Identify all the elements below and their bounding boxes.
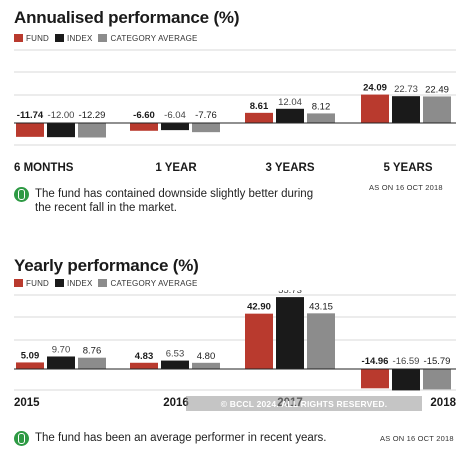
bar-fund bbox=[361, 94, 389, 123]
legend-category-swatch bbox=[98, 279, 108, 287]
legend-fund: FUND bbox=[14, 279, 49, 288]
legend-fund-swatch bbox=[14, 279, 23, 287]
data-label: -15.79 bbox=[424, 356, 451, 367]
bar-category-average bbox=[423, 96, 451, 123]
data-label: 8.76 bbox=[83, 346, 102, 357]
data-label: -11.74 bbox=[17, 110, 44, 121]
yearly-chart: 5.09 9.70 8.76 2015 4.83 6.53 4.80 2016 42.90 55.… bbox=[14, 290, 457, 409]
data-label: 4.83 bbox=[135, 351, 154, 362]
legend-fund-label: FUND bbox=[26, 278, 50, 288]
legend-fund-swatch bbox=[14, 34, 23, 42]
data-label: -16.59 bbox=[393, 356, 420, 367]
bar-category-average bbox=[192, 123, 220, 133]
data-label: -6.60 bbox=[133, 110, 155, 121]
yearly-legend: FUND INDEX CATEGORY AVERAGE bbox=[14, 277, 198, 289]
data-label: 24.09 bbox=[363, 83, 387, 94]
legend-category-label: CATEGORY AVERAGE bbox=[110, 278, 198, 288]
bar-category-average bbox=[192, 362, 220, 369]
category-label: 5 YEARS bbox=[383, 162, 432, 174]
data-label: 8.12 bbox=[312, 101, 331, 112]
legend-index-swatch bbox=[55, 34, 65, 42]
data-label: -12.29 bbox=[79, 110, 106, 121]
legend-category-swatch bbox=[98, 34, 108, 42]
bar-category-average bbox=[307, 113, 335, 123]
bar-index bbox=[161, 360, 189, 369]
data-label: 6.53 bbox=[166, 349, 185, 360]
bar-fund bbox=[130, 123, 158, 131]
legend-fund-label: FUND bbox=[26, 33, 50, 43]
data-label: 22.73 bbox=[394, 84, 418, 95]
legend-index-swatch bbox=[55, 279, 65, 287]
legend-index: INDEX bbox=[55, 279, 92, 288]
data-label: 4.80 bbox=[197, 351, 216, 362]
data-label: -7.76 bbox=[195, 110, 217, 121]
bar-fund bbox=[16, 123, 44, 137]
legend-category: CATEGORY AVERAGE bbox=[98, 34, 197, 43]
bar-category-average bbox=[423, 369, 451, 390]
legend-index-label: INDEX bbox=[67, 278, 93, 288]
category-label: 2018 bbox=[430, 397, 456, 409]
category-label: 1 YEAR bbox=[155, 162, 197, 174]
category-label: 3 YEARS bbox=[265, 162, 314, 174]
data-label: 12.04 bbox=[278, 97, 302, 108]
bar-index bbox=[392, 369, 420, 391]
data-label: -14.96 bbox=[362, 356, 389, 367]
category-label: 2016 bbox=[163, 397, 189, 409]
info-circle-icon bbox=[14, 431, 29, 446]
copyright-watermark: © BCCL 2024. ALL RIGHTS RESERVED. bbox=[186, 396, 422, 411]
bar-category-average bbox=[78, 357, 106, 369]
bar-category-average bbox=[307, 313, 335, 369]
yearly-note: The fund has been an average performer i… bbox=[14, 431, 334, 446]
annualised-legend: FUND INDEX CATEGORY AVERAGE bbox=[14, 32, 198, 44]
annualised-chart: -11.74 -12.00 -12.29 6 MONTHS -6.60 -6.04 -7.7… bbox=[14, 49, 456, 174]
data-label: 22.49 bbox=[425, 84, 449, 95]
legend-index: INDEX bbox=[55, 34, 92, 43]
annualised-as-of: AS ON 16 OCT 2018 bbox=[369, 183, 443, 192]
bar-index bbox=[276, 108, 304, 123]
bar-index bbox=[161, 123, 189, 131]
bar-index bbox=[276, 297, 304, 369]
bar-index bbox=[392, 96, 420, 123]
category-label: 6 MONTHS bbox=[14, 162, 74, 174]
yearly-title: Yearly performance (%) bbox=[14, 256, 199, 275]
bar-index bbox=[47, 356, 75, 369]
bar-category-average bbox=[78, 123, 106, 138]
data-label: -12.00 bbox=[48, 110, 75, 121]
data-label: 8.61 bbox=[250, 101, 269, 112]
bar-fund bbox=[245, 313, 273, 369]
annualised-note: The fund has contained downside slightly… bbox=[14, 187, 314, 215]
annualised-note-text: The fund has contained downside slightly… bbox=[35, 188, 314, 214]
yearly-as-of: AS ON 16 OCT 2018 bbox=[380, 434, 454, 443]
data-label: 55.73 bbox=[278, 290, 302, 296]
legend-fund: FUND bbox=[14, 34, 49, 43]
category-label: 2015 bbox=[14, 397, 40, 409]
info-circle-icon bbox=[14, 187, 29, 202]
bar-fund bbox=[16, 362, 44, 369]
legend-category-label: CATEGORY AVERAGE bbox=[110, 33, 198, 43]
legend-index-label: INDEX bbox=[67, 33, 93, 43]
data-label: 43.15 bbox=[309, 301, 333, 312]
data-label: 42.90 bbox=[247, 302, 271, 313]
bar-fund bbox=[245, 112, 273, 123]
bar-fund bbox=[130, 362, 158, 369]
bar-index bbox=[47, 123, 75, 138]
yearly-note-text: The fund has been an average performer i… bbox=[35, 432, 327, 444]
data-label: -6.04 bbox=[164, 110, 186, 121]
data-label: 9.70 bbox=[52, 344, 71, 355]
bar-fund bbox=[361, 369, 389, 389]
legend-category: CATEGORY AVERAGE bbox=[98, 279, 197, 288]
data-label: 5.09 bbox=[21, 350, 40, 361]
annualised-title: Annualised performance (%) bbox=[14, 8, 240, 27]
